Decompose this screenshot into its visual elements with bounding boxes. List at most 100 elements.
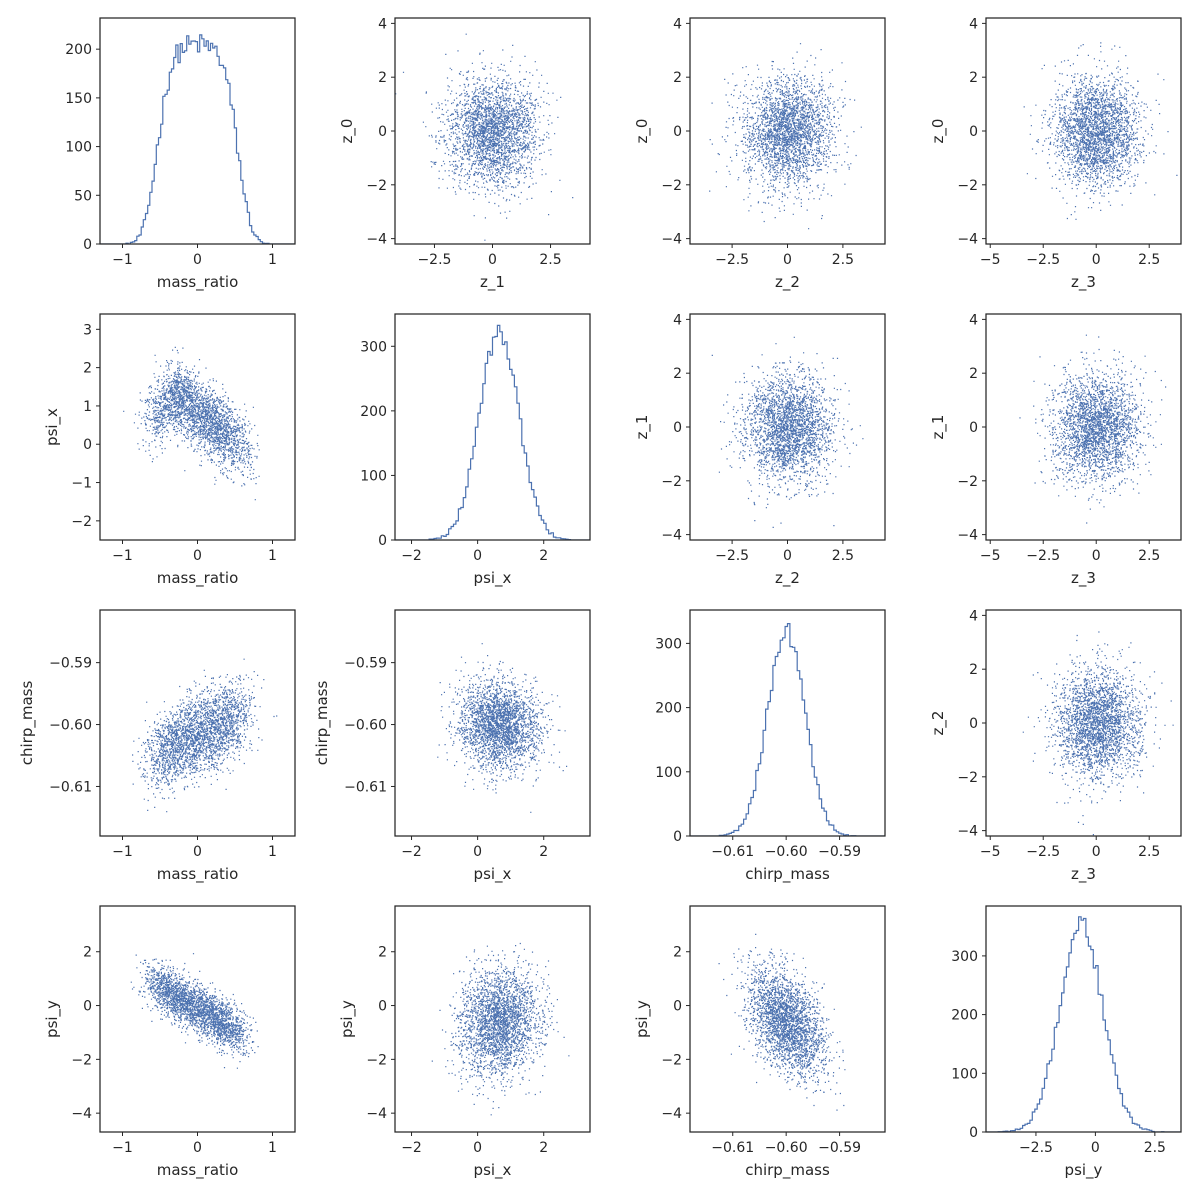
x-tick-label: −1 — [112, 844, 133, 860]
y-tick-label: 300 — [360, 339, 387, 355]
plot-area — [123, 346, 260, 501]
x-tick-label: 0 — [1092, 844, 1101, 860]
y-axis-label: z_0 — [338, 119, 357, 144]
y-tick-label: −4 — [661, 232, 682, 248]
x-tick-label: −2.5 — [1019, 1140, 1053, 1156]
x-tick-label: 2.5 — [1138, 252, 1160, 268]
y-tick-label: −0.60 — [49, 718, 92, 734]
y-tick-label: 150 — [65, 91, 92, 107]
y-tick-label: 50 — [74, 188, 92, 204]
y-tick-label: 100 — [360, 468, 387, 484]
x-tick-label: 0 — [1091, 1140, 1100, 1156]
y-axis-label: psi_y — [43, 1000, 62, 1038]
x-tick-label: 0 — [473, 1140, 482, 1156]
x-tick-label: −0.59 — [818, 1140, 861, 1156]
x-tick-label: −1 — [112, 548, 133, 564]
y-tick-label: −2 — [366, 178, 387, 194]
scatter-points — [395, 33, 574, 241]
subplot-2-3: −5 −2.5 0 2.5 −4 −2 0 2 4 z_3 z_2 — [929, 608, 1182, 884]
y-tick-label: 100 — [655, 765, 682, 781]
histogram-step — [986, 916, 1181, 1132]
x-tick-label: −0.61 — [711, 1140, 754, 1156]
y-tick-label: −2 — [71, 1052, 92, 1068]
y-tick-label: 0 — [969, 1125, 978, 1141]
axes-frame — [394, 609, 591, 837]
plot-area — [711, 336, 864, 528]
y-tick-label: −2 — [661, 1052, 682, 1068]
axes-frame — [394, 905, 591, 1133]
x-tick-label: −2 — [401, 844, 422, 860]
y-tick-label: 0 — [969, 420, 978, 436]
x-axis-label: chirp_mass — [745, 865, 830, 884]
x-tick-label: −2.5 — [1026, 548, 1060, 564]
plot-area — [718, 933, 846, 1111]
y-tick-label: 2 — [378, 945, 387, 961]
x-tick-label: 0 — [783, 252, 792, 268]
y-tick-label: 2 — [969, 70, 978, 86]
scatter-points — [1023, 42, 1178, 220]
y-tick-label: 300 — [951, 949, 978, 965]
x-tick-label: 2.5 — [539, 252, 561, 268]
y-axis-label: z_0 — [633, 119, 652, 144]
y-tick-label: 0 — [83, 437, 92, 453]
subplot-2-1: −2 0 2 −0.61 −0.60 −0.59 psi_x chirp_mass — [313, 609, 591, 884]
y-tick-label: −2 — [957, 474, 978, 490]
y-axis-label: chirp_mass — [18, 681, 37, 766]
y-tick-label: 300 — [655, 636, 682, 652]
histogram-step — [690, 623, 885, 836]
y-tick-label: −4 — [366, 232, 387, 248]
x-tick-label: 2.5 — [1138, 548, 1160, 564]
y-tick-label: 3 — [83, 322, 92, 338]
y-tick-label: −4 — [661, 528, 682, 544]
y-tick-label: −4 — [366, 1106, 387, 1122]
x-tick-label: 1 — [268, 548, 277, 564]
x-tick-label: −2 — [401, 548, 422, 564]
y-tick-label: −0.60 — [344, 718, 387, 734]
x-tick-label: −0.60 — [765, 844, 808, 860]
y-tick-label: 0 — [673, 829, 682, 845]
y-tick-label: 0 — [673, 420, 682, 436]
y-tick-label: −4 — [957, 232, 978, 248]
plot-area — [395, 324, 590, 540]
plot-area — [1022, 631, 1174, 836]
x-tick-label: −5 — [980, 548, 1001, 564]
y-tick-label: 1 — [83, 399, 92, 415]
scatter-points — [711, 336, 864, 528]
y-tick-label: 2 — [673, 945, 682, 961]
x-tick-label: 2.5 — [832, 252, 854, 268]
scatter-points — [123, 346, 260, 501]
plot-area — [130, 953, 259, 1069]
y-axis-label: psi_y — [633, 1000, 652, 1038]
x-axis-label: mass_ratio — [157, 1161, 239, 1180]
y-tick-label: 2 — [83, 361, 92, 377]
y-axis-label: chirp_mass — [313, 681, 332, 766]
x-tick-label: −0.59 — [818, 844, 861, 860]
y-tick-label: −2 — [661, 474, 682, 490]
plot-area — [1019, 334, 1167, 524]
scatter-points — [431, 942, 570, 1116]
subplot-2-0: −1 0 1 −0.61 −0.60 −0.59 mass_ratio chirp_mass — [18, 609, 296, 884]
x-tick-label: 2 — [539, 844, 548, 860]
axes-frame — [689, 905, 886, 1133]
y-tick-label: 2 — [673, 366, 682, 382]
y-tick-label: 4 — [378, 16, 387, 32]
subplot-1-1: −2 0 2 0 100 200 300 psi_x — [360, 313, 591, 588]
x-tick-label: 0 — [193, 548, 202, 564]
y-tick-label: 0 — [83, 237, 92, 253]
y-axis-label: z_0 — [929, 119, 948, 144]
x-tick-label: 2.5 — [1144, 1140, 1166, 1156]
plot-area — [431, 942, 570, 1116]
subplot-3-0: −1 0 1 −4 −2 0 2 mass_ratio psi_y — [43, 905, 296, 1180]
y-tick-label: 0 — [378, 533, 387, 549]
y-tick-label: 4 — [673, 16, 682, 32]
x-tick-label: 0 — [473, 548, 482, 564]
subplot-1-0: −1 0 1 −2 −1 0 1 2 3 mass_ratio psi_x — [43, 313, 296, 588]
x-axis-label: psi_x — [474, 1161, 512, 1180]
x-axis-label: psi_y — [1065, 1161, 1103, 1180]
y-tick-label: 4 — [969, 16, 978, 32]
x-tick-label: 2.5 — [832, 548, 854, 564]
x-axis-label: z_2 — [775, 273, 800, 292]
x-axis-label: z_1 — [480, 273, 505, 292]
histogram-step — [100, 34, 295, 244]
x-tick-label: −2.5 — [715, 252, 749, 268]
